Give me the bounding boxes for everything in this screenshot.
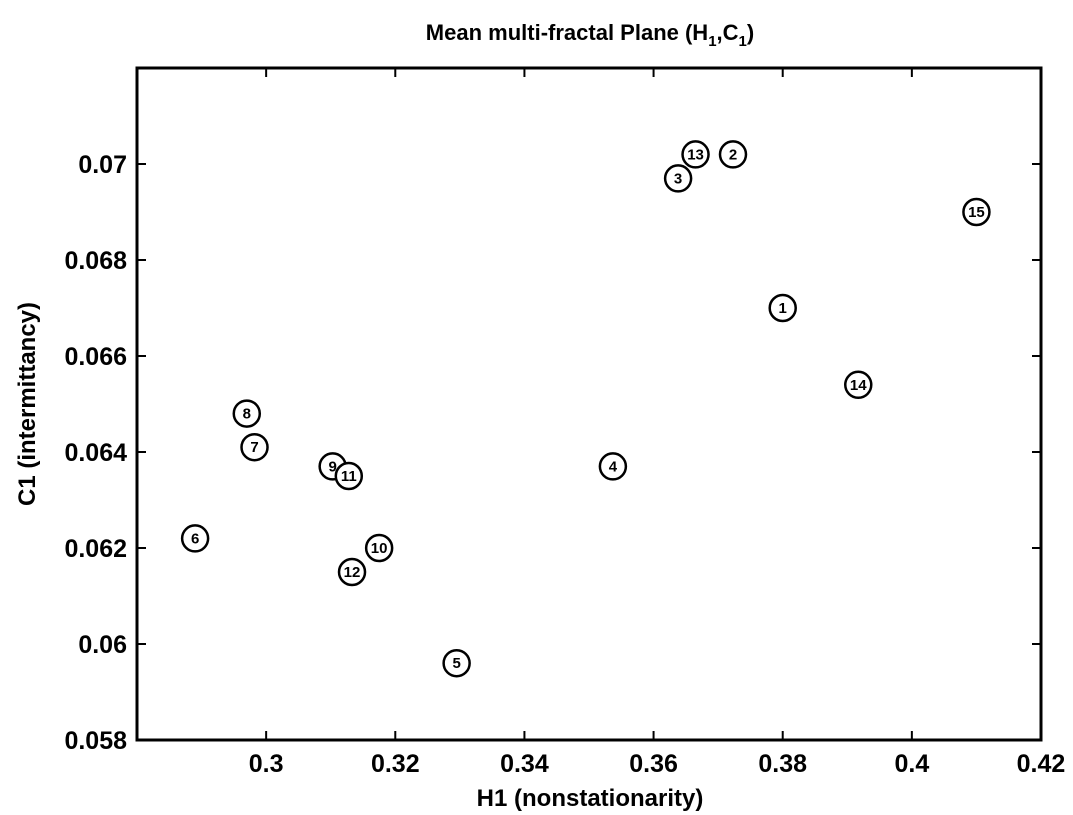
data-point-marker xyxy=(681,140,710,169)
y-tick-label: 0.066 xyxy=(64,343,127,371)
data-point-marker xyxy=(240,432,269,462)
data-point-marker xyxy=(718,140,748,169)
x-tick-label: 0.4 xyxy=(894,750,929,778)
data-point-12: 12 xyxy=(337,557,367,587)
y-tick-label: 0.06 xyxy=(78,631,127,659)
y-axis-label: C1 (intermittancy) xyxy=(14,302,41,506)
data-point-6: 6 xyxy=(180,524,210,553)
chart-title: Mean multi-fractal Plane (H1,C1) xyxy=(426,20,754,50)
data-point-label: 11 xyxy=(341,468,357,485)
data-point-marker xyxy=(364,533,394,563)
data-point-marker xyxy=(232,399,262,428)
data-point-marker xyxy=(962,197,991,227)
x-tick-label: 0.36 xyxy=(629,750,678,778)
y-axis-ticks: 0.058 0.06 0.062 0.064 0.066 0.068 0.07 xyxy=(64,151,1041,755)
y-tick-label: 0.07 xyxy=(78,151,127,179)
data-point-7: 7 xyxy=(240,432,269,462)
data-point-10: 10 xyxy=(364,533,394,563)
x-tick-label: 0.34 xyxy=(500,750,549,778)
data-point-marker xyxy=(768,293,797,323)
data-point-label: 3 xyxy=(674,170,682,187)
data-point-label: 6 xyxy=(191,530,199,547)
data-point-label: 14 xyxy=(850,377,867,394)
data-point-label: 10 xyxy=(371,540,388,557)
data-point-label: 9 xyxy=(328,458,336,475)
data-point-11: 11 xyxy=(334,461,364,491)
data-point-marker xyxy=(337,557,367,587)
data-point-label: 13 xyxy=(687,146,704,163)
data-point-label: 1 xyxy=(779,300,787,317)
x-tick-label: 0.42 xyxy=(1017,750,1066,778)
data-point-3: 3 xyxy=(663,164,693,193)
plot-area-frame xyxy=(135,66,1043,742)
data-point-label: 8 xyxy=(243,406,251,423)
data-point-2: 2 xyxy=(718,140,748,169)
data-point-label: 5 xyxy=(452,655,460,672)
x-tick-label: 0.3 xyxy=(249,750,284,778)
y-tick-label: 0.068 xyxy=(64,247,127,275)
data-point-marker xyxy=(334,461,364,491)
x-axis-label: H1 (nonstationarity) xyxy=(477,785,704,812)
data-point-marker xyxy=(663,164,693,193)
x-tick-label: 0.38 xyxy=(758,750,807,778)
data-point-label: 7 xyxy=(250,439,258,456)
y-tick-label: 0.058 xyxy=(64,727,127,755)
x-tick-label: 0.32 xyxy=(371,750,420,778)
data-point-8: 8 xyxy=(232,399,262,428)
data-point-label: 4 xyxy=(609,458,618,475)
y-tick-label: 0.062 xyxy=(64,535,127,563)
data-point-14: 14 xyxy=(844,370,873,400)
data-point-13: 13 xyxy=(681,140,710,169)
data-point-4: 4 xyxy=(598,452,628,481)
data-point-label: 2 xyxy=(729,146,737,163)
data-point-marker xyxy=(180,524,210,553)
data-point-marker xyxy=(844,370,873,400)
data-point-label: 15 xyxy=(968,204,985,221)
data-point-1: 1 xyxy=(768,293,797,323)
data-point-5: 5 xyxy=(442,648,471,678)
data-point-marker xyxy=(598,452,628,481)
data-point-label: 12 xyxy=(344,564,361,581)
x-axis-ticks: 0.3 0.32 0.34 0.36 0.38 0.4 0.42 xyxy=(249,68,1066,778)
data-point-marker xyxy=(442,648,471,678)
y-tick-label: 0.064 xyxy=(64,439,127,467)
data-point-15: 15 xyxy=(962,197,991,227)
